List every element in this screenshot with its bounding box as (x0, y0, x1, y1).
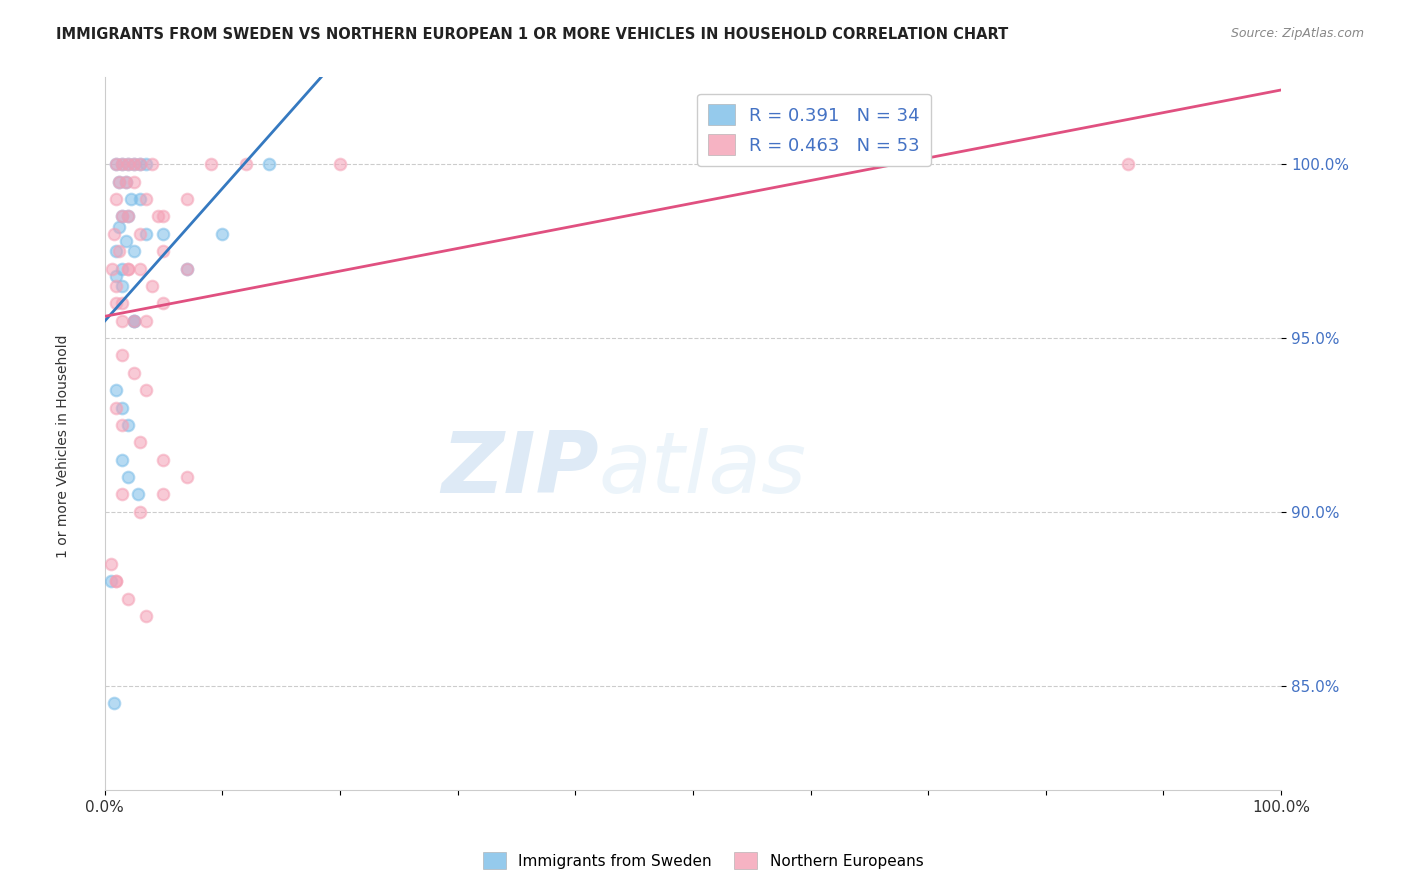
Point (141, 157, 163, 171)
Point (107, 175, 129, 189)
Text: IMMIGRANTS FROM SWEDEN VS NORTHERN EUROPEAN 1 OR MORE VEHICLES IN HOUSEHOLD CORR: IMMIGRANTS FROM SWEDEN VS NORTHERN EUROP… (56, 27, 1008, 42)
Point (105, 192, 128, 206)
Point (107, 219, 129, 234)
Point (122, 314, 145, 328)
Point (129, 505, 152, 519)
Point (117, 210, 139, 224)
Point (111, 279, 134, 293)
Point (141, 279, 163, 293)
Point (111, 314, 134, 328)
Point (111, 401, 134, 415)
Point (135, 227, 157, 241)
Point (122, 244, 145, 259)
Point (135, 192, 157, 206)
Point (105, 401, 128, 415)
Point (103, 696, 125, 710)
Text: Source: ZipAtlas.com: Source: ZipAtlas.com (1230, 27, 1364, 40)
Point (329, 157, 352, 171)
Point (122, 157, 145, 171)
Point (122, 175, 145, 189)
Legend: Immigrants from Sweden, Northern Europeans: Immigrants from Sweden, Northern Europea… (477, 846, 929, 875)
Point (105, 574, 128, 589)
Point (111, 487, 134, 501)
Point (135, 383, 157, 397)
Point (146, 210, 169, 224)
Point (152, 210, 174, 224)
Point (152, 452, 174, 467)
Point (105, 574, 128, 589)
Point (129, 261, 152, 276)
Point (105, 157, 128, 171)
Point (117, 157, 139, 171)
Point (235, 157, 257, 171)
Point (117, 157, 139, 171)
Point (200, 157, 222, 171)
Legend: R = 0.391   N = 34, R = 0.463   N = 53: R = 0.391 N = 34, R = 0.463 N = 53 (697, 94, 931, 166)
Point (122, 157, 145, 171)
Point (152, 244, 174, 259)
Point (105, 383, 128, 397)
Point (115, 175, 138, 189)
Point (1116, 157, 1139, 171)
Point (100, 261, 122, 276)
Point (100, 557, 122, 571)
Point (100, 574, 122, 589)
Point (105, 296, 128, 310)
Point (105, 268, 128, 283)
Point (152, 487, 174, 501)
Point (115, 175, 138, 189)
Point (117, 261, 139, 276)
Point (176, 261, 198, 276)
Point (111, 210, 134, 224)
Point (105, 157, 128, 171)
Point (111, 296, 134, 310)
Point (176, 192, 198, 206)
Point (111, 417, 134, 432)
Point (135, 157, 157, 171)
Point (117, 591, 139, 606)
Point (122, 314, 145, 328)
Point (127, 487, 149, 501)
Point (117, 261, 139, 276)
Point (115, 234, 138, 248)
Point (129, 435, 152, 450)
Point (129, 227, 152, 241)
Point (129, 192, 152, 206)
Point (111, 348, 134, 362)
Point (129, 157, 152, 171)
Point (117, 417, 139, 432)
Point (117, 210, 139, 224)
Point (111, 157, 134, 171)
Point (152, 227, 174, 241)
Point (259, 157, 281, 171)
Text: 1 or more Vehicles in Household: 1 or more Vehicles in Household (56, 334, 70, 558)
Point (107, 175, 129, 189)
Point (135, 609, 157, 624)
Point (122, 366, 145, 380)
Point (211, 227, 233, 241)
Text: ZIP: ZIP (441, 428, 599, 511)
Point (105, 244, 128, 259)
Point (111, 157, 134, 171)
Point (105, 279, 128, 293)
Point (176, 470, 198, 484)
Point (111, 261, 134, 276)
Point (111, 452, 134, 467)
Point (107, 244, 129, 259)
Point (122, 314, 145, 328)
Point (129, 157, 152, 171)
Point (135, 314, 157, 328)
Point (152, 296, 174, 310)
Point (117, 470, 139, 484)
Point (103, 227, 125, 241)
Text: atlas: atlas (599, 428, 807, 511)
Point (176, 261, 198, 276)
Point (111, 210, 134, 224)
Point (120, 192, 142, 206)
